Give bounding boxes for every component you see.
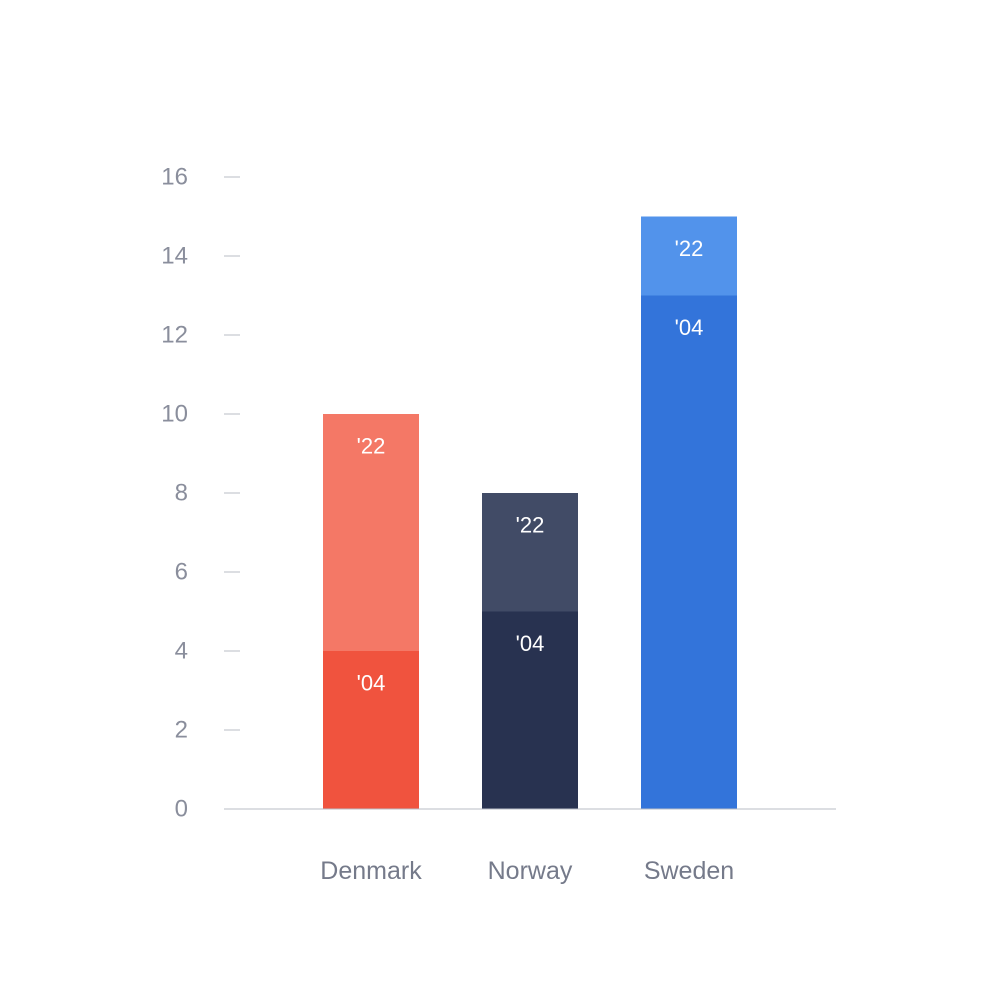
segment-label: '22: [516, 513, 545, 538]
segment-label: '22: [675, 236, 704, 261]
x-category-label: Sweden: [644, 857, 734, 885]
y-tick-label: 8: [175, 480, 188, 507]
x-category-label: Norway: [488, 857, 573, 885]
x-category-label: Denmark: [320, 857, 422, 885]
x-axis-labels: Denmark Norway Sweden: [320, 857, 734, 885]
y-tick-label: 4: [175, 638, 188, 665]
segment-label: '04: [516, 631, 545, 656]
bar-segment: [323, 414, 419, 651]
bar-segment: [641, 216, 737, 296]
bar-norway: '04 '22: [482, 493, 578, 809]
y-tick-label: 16: [161, 164, 188, 191]
y-tick-label: 10: [161, 401, 188, 428]
y-tick-label: 6: [175, 559, 188, 586]
y-tick-label: 14: [161, 243, 188, 270]
y-axis: 0 2 4 6 8 10 12 14 16: [161, 164, 240, 823]
segment-label: '04: [675, 315, 704, 340]
bar-sweden: '04 '22: [641, 216, 737, 809]
bar-segment: [482, 493, 578, 612]
y-tick-label: 2: [175, 717, 188, 744]
bar-segment: [641, 295, 737, 809]
bar-segment: [482, 611, 578, 809]
bars: '04 '22 '04 '22 '04 '22: [323, 216, 737, 809]
y-tick-label: 0: [175, 796, 188, 823]
bar-segment: [323, 651, 419, 809]
bar-denmark: '04 '22: [323, 414, 419, 809]
segment-label: '22: [357, 434, 386, 459]
y-tick-label: 12: [161, 322, 188, 349]
segment-label: '04: [357, 671, 386, 696]
